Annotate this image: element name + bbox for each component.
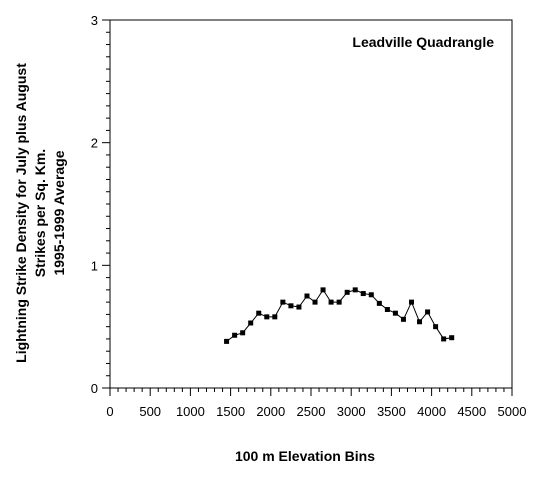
y-tick-label: 1 (91, 258, 98, 273)
data-point-marker (360, 291, 366, 297)
data-point-marker (392, 310, 398, 316)
x-tick-label: 4500 (457, 404, 486, 419)
x-tick-label: 0 (106, 404, 113, 419)
data-point-marker (224, 338, 230, 344)
data-point-marker (320, 287, 326, 293)
data-point-marker (256, 310, 262, 316)
data-point-marker (240, 330, 246, 336)
data-point-marker (344, 289, 350, 295)
x-axis-title: 100 m Elevation Bins (235, 448, 375, 464)
data-point-marker (384, 306, 390, 312)
data-point-marker (352, 287, 358, 293)
data-point-marker (368, 292, 374, 298)
data-point-marker (264, 314, 270, 320)
x-tick-label: 1500 (216, 404, 245, 419)
data-point-marker (433, 324, 439, 330)
x-tick-label: 3000 (337, 404, 366, 419)
y-axis-title-line-1: Lightning Strike Density for July plus A… (13, 63, 29, 363)
series-layer (224, 287, 455, 344)
x-tick-label: 2500 (297, 404, 326, 419)
data-point-marker (312, 299, 318, 305)
data-point-marker (272, 314, 278, 320)
y-axis-ticks: 0 1 2 3 (91, 13, 110, 396)
data-point-marker (288, 303, 294, 309)
x-tick-label: 3500 (377, 404, 406, 419)
data-point-marker (328, 299, 334, 305)
data-point-marker (425, 309, 431, 315)
y-axis-title-line-2: Strikes per Sq. Km. (32, 149, 48, 277)
x-tick-label: 500 (139, 404, 161, 419)
data-point-marker (400, 316, 406, 322)
data-point-marker (248, 320, 254, 326)
x-tick-label: 2000 (256, 404, 285, 419)
data-point-marker (336, 299, 342, 305)
data-point-marker (296, 304, 302, 310)
y-axis-title-line-3: 1995-1999 Average (51, 150, 67, 275)
y-tick-label: 3 (91, 13, 98, 28)
data-point-marker (232, 332, 238, 338)
plot-frame (109, 19, 513, 389)
x-tick-label: 1000 (176, 404, 205, 419)
x-tick-label: 5000 (498, 404, 527, 419)
data-point-marker (280, 299, 286, 305)
data-point-marker (409, 299, 414, 305)
data-point-marker (417, 319, 423, 325)
x-axis-ticks: 0 500 1000 1500 2000 2500 3000 3500 4000 4500 5000 (106, 388, 526, 419)
x-tick-label: 4000 (417, 404, 446, 419)
y-tick-label: 2 (91, 136, 98, 151)
y-tick-label: 0 (91, 381, 98, 396)
data-point-marker (376, 300, 382, 306)
chart-annotation: Leadville Quadrangle (352, 34, 494, 50)
data-point-marker (441, 336, 447, 342)
data-point-marker (449, 335, 455, 341)
data-point-marker (304, 293, 310, 299)
